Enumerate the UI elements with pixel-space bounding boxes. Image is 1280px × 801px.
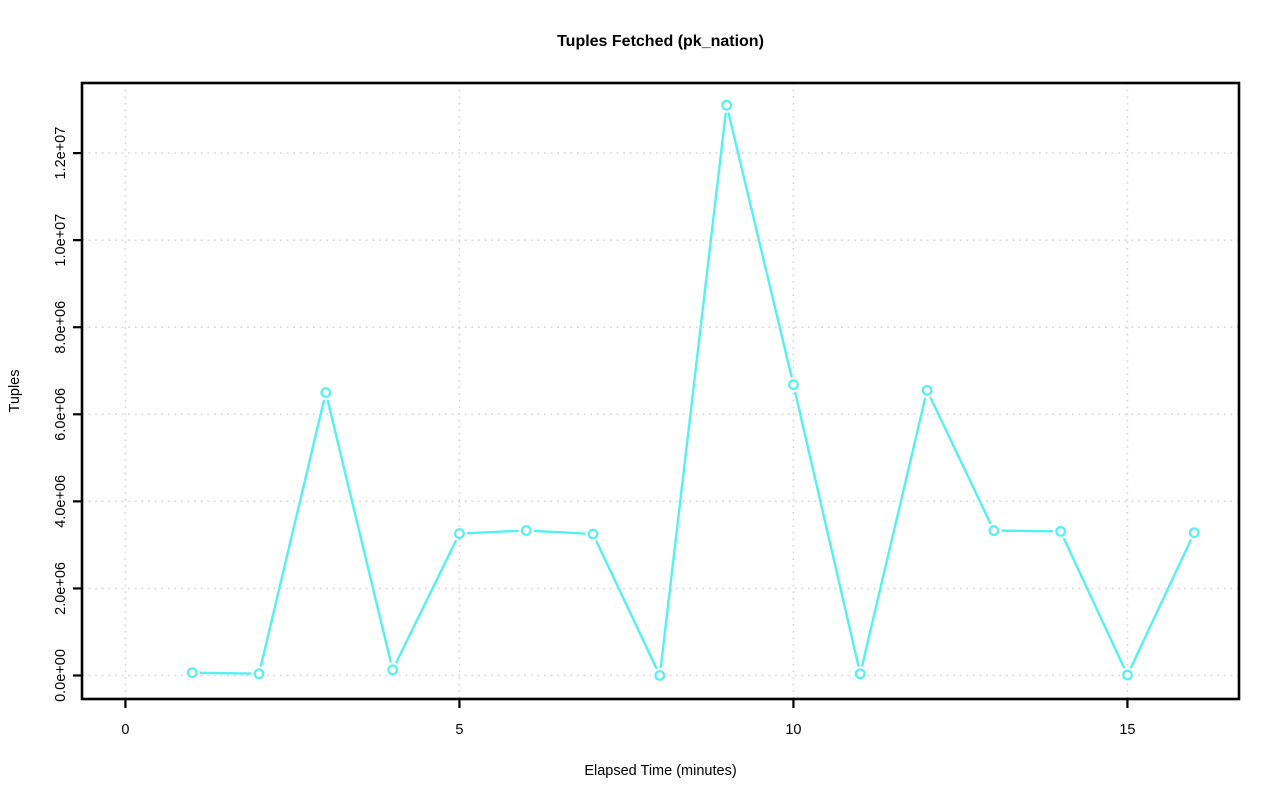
y-tick-label: 6.0e+06 <box>53 388 69 441</box>
axis-tick-labels: 0 5 10 15 0.0e+00 2.0e+06 4.0e+06 6.0e+06 8.0e+0… <box>53 127 1136 738</box>
series-segment <box>259 399 326 667</box>
series-segment <box>727 112 793 378</box>
data-point-marker <box>1055 525 1067 537</box>
data-point-marker <box>454 528 465 539</box>
y-tick-label: 1.0e+07 <box>53 214 69 267</box>
series-segment <box>860 397 927 667</box>
x-tick-label: 0 <box>121 722 129 738</box>
series-segment <box>595 540 658 670</box>
data-point-marker <box>1188 527 1200 539</box>
data-point-marker <box>788 379 799 391</box>
y-tick-label: 0.0e+00 <box>53 649 69 702</box>
data-point-marker <box>921 384 933 396</box>
y-tick-label: 8.0e+06 <box>53 301 69 354</box>
y-tick-label: 1.2e+07 <box>53 127 69 180</box>
series-segment <box>794 391 860 667</box>
data-point-marker <box>654 670 666 681</box>
x-axis-title: Elapsed Time (minutes) <box>584 763 737 779</box>
data-point-marker <box>721 99 733 111</box>
axis-ticks <box>73 151 1129 708</box>
data-point-marker <box>520 525 532 536</box>
data-point-marker <box>320 387 332 398</box>
series-segment <box>533 529 586 535</box>
series-segment <box>1001 529 1054 533</box>
series-segment <box>1129 539 1192 669</box>
x-tick-label: 5 <box>455 722 463 738</box>
data-point-marker <box>854 668 866 680</box>
y-tick-label: 4.0e+06 <box>53 475 69 528</box>
series-segment <box>659 112 727 669</box>
data-point-marker <box>988 525 1000 536</box>
plot-frame <box>80 81 1241 701</box>
data-point-marker <box>387 664 399 676</box>
data-point-marker <box>253 668 265 680</box>
gridlines <box>82 83 1239 699</box>
series-segment <box>1063 537 1126 669</box>
series-segment <box>466 529 519 535</box>
series-segment <box>395 540 457 664</box>
plot-border <box>80 81 1241 701</box>
data-point-marker <box>1122 669 1133 681</box>
y-tick-label: 2.0e+06 <box>53 562 69 615</box>
series-segment <box>326 399 392 663</box>
y-axis-title: Tuples <box>7 369 23 413</box>
x-tick-label: 15 <box>1119 722 1135 738</box>
chart-title: Tuples Fetched (pk_nation) <box>557 33 764 50</box>
series-segment <box>199 671 252 675</box>
data-point-marker <box>587 528 599 540</box>
data-series <box>186 99 1200 681</box>
series-segment <box>929 396 992 525</box>
x-tick-label: 10 <box>785 722 801 738</box>
data-point-marker <box>186 667 198 679</box>
